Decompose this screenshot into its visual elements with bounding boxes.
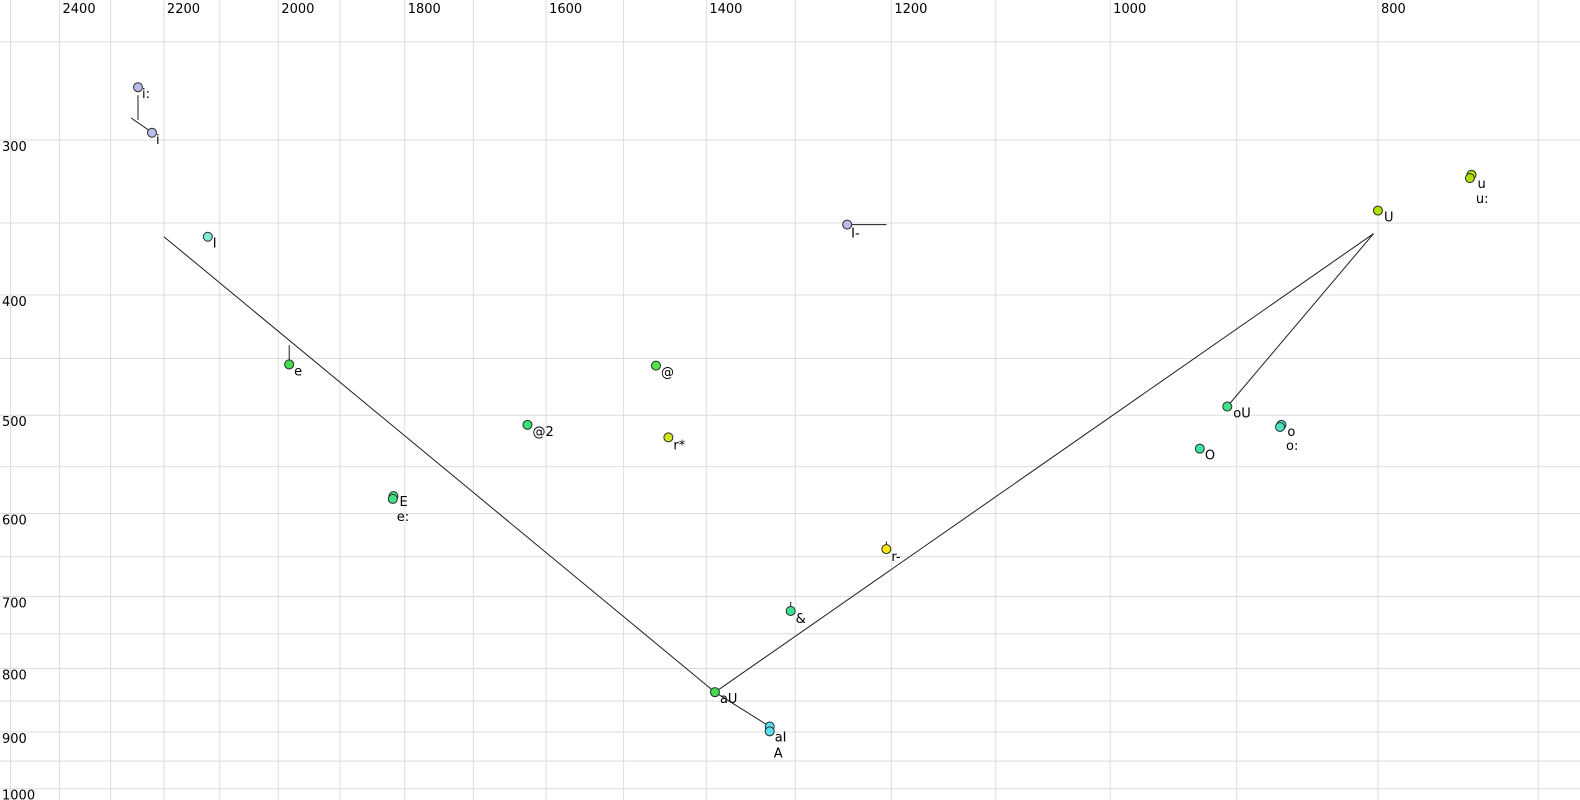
vowel-label-e: e [294,364,302,379]
vowel-point-O[interactable] [1194,443,1205,454]
vowel-point-&[interactable] [785,605,796,616]
vowel-label-u: u [1478,177,1486,192]
aU-to-U-trajectory [714,233,1374,693]
vowel-label-U: U [1384,211,1394,226]
vowel-point-aU[interactable] [709,687,720,698]
vowel-label-I: I [213,237,217,252]
vowel-label-o: o [1287,425,1295,440]
vowel-point-I-[interactable] [842,219,853,230]
vowel-point-oU[interactable] [1222,401,1233,412]
vowel-label-i: i [156,133,160,148]
vowel-label-@: @ [661,366,674,381]
vowel-label-e:: e: [397,510,409,525]
vowel-point-u:[interactable] [1464,173,1475,184]
vowel-label-O: O [1205,449,1215,464]
x-tick-label-800: 800 [1381,2,1406,17]
y-tick-label-600: 600 [2,513,27,528]
vowel-point-U[interactable] [1372,205,1383,216]
x-tick-label-2200: 2200 [167,2,200,17]
vowel-label-i:: i: [142,87,150,102]
y-tick-label-900: 900 [2,732,27,747]
vowel-point-e:[interactable] [387,493,398,504]
trajectory-lines [130,95,1374,727]
x-tick-label-2000: 2000 [281,2,314,17]
vowel-point-e[interactable] [284,359,295,370]
vowel-point-i[interactable] [146,127,157,138]
vowel-label-I-: I- [851,227,860,242]
vowel-label-o:: o: [1286,439,1298,454]
axis-tick-labels: 2400 2200 2000 1800 1600 1400 1200 1000 800 300 40… [2,2,1406,800]
vowel-point-r*[interactable] [663,432,674,443]
i-tail [130,117,151,132]
vowel-label-u:: u: [1476,192,1489,207]
vowel-point-@2[interactable] [522,419,533,430]
vowel-label-&: & [796,612,806,627]
y-tick-label-300: 300 [2,140,27,155]
vowel-label-@2: @2 [532,425,553,440]
x-tick-label-1200: 1200 [894,2,927,17]
vowel-label-aI: aI [775,731,787,746]
x-tick-label-1800: 1800 [408,2,441,17]
vowel-label-E: E [399,495,407,510]
y-tick-label-500: 500 [2,415,27,430]
vowel-point-I[interactable] [202,231,213,242]
vowel-label-aU: aU [720,692,737,707]
vowel-label-r*: r* [673,438,685,453]
vowel-points [133,82,1477,737]
vowel-point-@[interactable] [650,360,661,371]
y-tick-label-400: 400 [2,295,27,310]
front-arm-trajectory [163,236,770,727]
vowel-label-r-: r- [891,550,901,565]
x-tick-label-1000: 1000 [1113,2,1146,17]
vowel-point-i:[interactable] [133,82,144,93]
vowel-point-r-[interactable] [881,544,892,555]
vowel-point-A[interactable] [764,726,775,737]
oU-to-U-trajectory [1226,233,1374,407]
vowel-point-o:[interactable] [1275,421,1286,432]
y-tick-label-800: 800 [2,668,27,683]
y-tick-label-700: 700 [2,597,27,612]
x-tick-label-1400: 1400 [709,2,742,17]
vowel-label-oU: oU [1233,407,1250,422]
y-tick-label-1000: 1000 [2,789,35,800]
x-tick-label-2400: 2400 [63,2,96,17]
vowel-label-A: A [774,746,783,761]
x-tick-label-1600: 1600 [549,2,582,17]
